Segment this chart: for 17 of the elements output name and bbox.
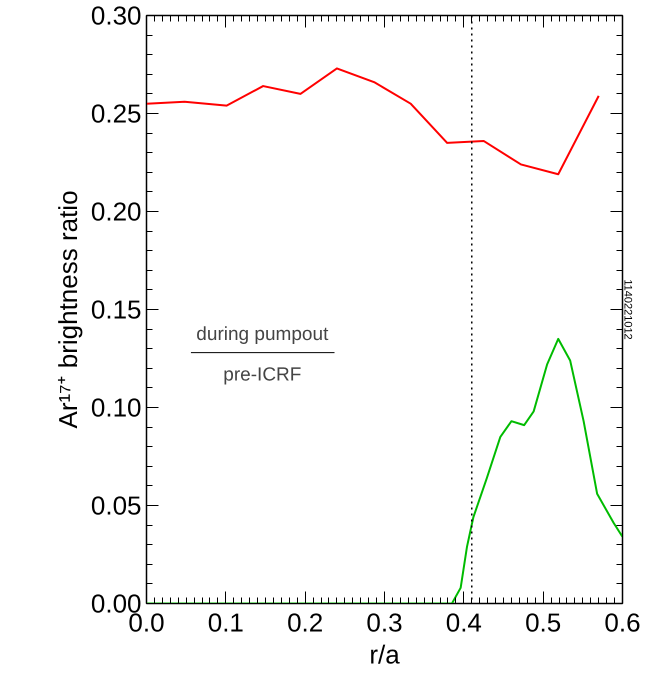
x-tick-label: 0.4 [446,608,482,638]
y-tick-label: 0.30 [90,0,142,30]
x-tick-label: 0.3 [366,608,403,638]
y-tick-label: 0.05 [90,490,142,520]
x-tick-label: 0.1 [208,608,244,638]
annotation: pre-ICRF [223,364,302,386]
y-tick-label: 0.10 [90,392,142,422]
y-tick-label: 0.20 [90,196,142,226]
x-tick-label: 0.5 [525,608,562,638]
annotation: during pumpout [196,324,330,345]
y-tick-label: 0.15 [90,294,142,324]
x-tick-label: 0.2 [287,608,324,638]
y-tick-label: 0.25 [90,98,142,128]
x-tick-label: 0.6 [604,608,641,638]
y-axis-title: Ar¹⁷⁺ brightness ratio [52,190,83,429]
annotation: 1140221012 [622,279,634,340]
x-axis-title: r/a [369,640,400,670]
